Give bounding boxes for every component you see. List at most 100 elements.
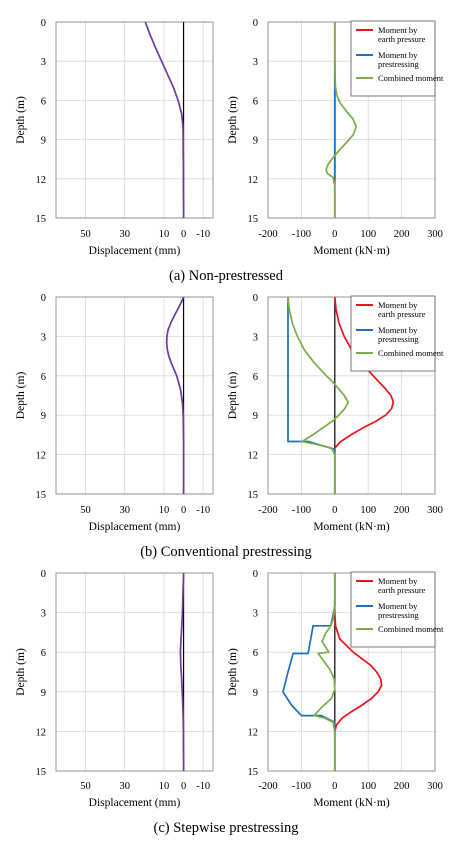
legend-label-prestress: Moment by prestressing: [378, 50, 419, 69]
series-line-earth: [333, 573, 383, 771]
legend-label-prestress: Moment by prestressing: [378, 601, 419, 620]
y-tick-label: 6: [41, 648, 46, 659]
y-tick-label: 0: [41, 18, 46, 29]
y-axis-label: Depth (m): [227, 96, 239, 144]
plot-frame: [55, 21, 214, 219]
x-tick-label: -100: [292, 505, 311, 516]
x-tick-label: 30: [119, 781, 130, 792]
legend-label-earth: Moment by earth pressure: [378, 576, 426, 595]
y-axis-label: Depth (m): [227, 372, 239, 420]
legend-box: [350, 20, 436, 97]
y-tick-label: 3: [253, 609, 258, 620]
legend-label-earth: Moment by earth pressure: [378, 300, 426, 319]
series-line-prestress: [282, 573, 336, 771]
y-axis-label: Depth (m): [15, 648, 27, 696]
legend-label-combined: Combined moment: [378, 348, 444, 358]
x-tick-label: -10: [196, 781, 210, 792]
y-tick-label: 15: [248, 767, 259, 778]
x-tick-label: 50: [80, 781, 91, 792]
y-tick-label: 15: [248, 490, 259, 501]
x-tick-label: 30: [119, 229, 130, 240]
y-tick-label: 15: [248, 214, 259, 225]
y-axis-label: Depth (m): [15, 372, 27, 420]
x-tick-label: 300: [427, 781, 443, 792]
y-tick-label: 12: [36, 175, 47, 186]
x-tick-label: -100: [292, 229, 311, 240]
y-tick-label: 0: [253, 569, 258, 580]
x-tick-label: 0: [181, 505, 186, 516]
y-tick-label: 12: [36, 451, 47, 462]
x-tick-label: 10: [159, 505, 170, 516]
x-tick-label: 50: [80, 229, 91, 240]
y-tick-label: 6: [253, 648, 258, 659]
y-axis-label: Depth (m): [227, 648, 239, 696]
legend-box: [350, 571, 436, 648]
y-tick-label: 12: [248, 175, 259, 186]
displacement-line: [179, 572, 185, 771]
x-tick-label: 200: [394, 229, 410, 240]
x-tick-label: 200: [394, 505, 410, 516]
x-tick-label: 0: [181, 781, 186, 792]
y-tick-label: 3: [41, 332, 46, 343]
y-tick-label: 12: [248, 727, 259, 738]
x-axis-label: Displacement (mm): [89, 797, 181, 809]
x-tick-label: -200: [258, 781, 277, 792]
x-axis-label: Moment (kN·m): [313, 245, 390, 257]
y-tick-label: 0: [253, 18, 258, 29]
y-tick-label: 3: [253, 332, 258, 343]
y-tick-label: 15: [36, 214, 47, 225]
y-tick-label: 9: [253, 136, 258, 147]
x-tick-label: 300: [427, 505, 443, 516]
subfigure-caption: (c) Stepwise prestressing: [154, 820, 299, 836]
x-tick-label: 0: [181, 229, 186, 240]
x-tick-label: 50: [80, 505, 91, 516]
y-tick-label: 15: [36, 490, 47, 501]
y-tick-label: 9: [41, 411, 46, 422]
y-axis-label: Depth (m): [15, 96, 27, 144]
x-tick-label: 200: [394, 781, 410, 792]
x-axis-label: Displacement (mm): [89, 245, 181, 257]
y-tick-label: 9: [41, 136, 46, 147]
y-tick-label: 6: [253, 372, 258, 383]
y-tick-label: 15: [36, 767, 47, 778]
x-tick-label: -10: [196, 505, 210, 516]
series-line-combined: [287, 296, 350, 494]
x-tick-label: 300: [427, 229, 443, 240]
y-tick-label: 3: [253, 57, 258, 68]
x-tick-label: 100: [360, 505, 376, 516]
series-line-combined: [325, 22, 358, 218]
y-tick-label: 0: [41, 569, 46, 580]
legend-label-earth: Moment by earth pressure: [378, 25, 426, 44]
displacement-line: [165, 296, 185, 494]
plot-frame: [55, 296, 214, 495]
legend-label-prestress: Moment by prestressing: [378, 325, 419, 344]
x-axis-label: Displacement (mm): [89, 521, 181, 533]
subfigure-caption: (b) Conventional prestressing: [140, 544, 312, 560]
y-tick-label: 12: [248, 451, 259, 462]
y-tick-label: 3: [41, 609, 46, 620]
displacement-line: [144, 21, 185, 218]
series-line-combined: [313, 573, 336, 771]
x-tick-label: 100: [360, 229, 376, 240]
x-tick-label: -100: [292, 781, 311, 792]
legend-label-combined: Combined moment: [378, 73, 444, 83]
y-tick-label: 6: [41, 372, 46, 383]
x-tick-label: 100: [360, 781, 376, 792]
y-tick-label: 6: [253, 96, 258, 107]
plot-frame: [55, 572, 214, 772]
x-tick-label: 30: [119, 505, 130, 516]
series-line-prestress: [287, 297, 336, 494]
y-tick-label: 3: [41, 57, 46, 68]
x-tick-label: 0: [332, 781, 337, 792]
y-tick-label: 0: [41, 293, 46, 304]
x-tick-label: -10: [196, 229, 210, 240]
x-tick-label: -200: [258, 505, 277, 516]
y-tick-label: 6: [41, 96, 46, 107]
x-tick-label: 10: [159, 781, 170, 792]
x-tick-label: 0: [332, 229, 337, 240]
x-axis-label: Moment (kN·m): [313, 797, 390, 809]
legend-label-combined: Combined moment: [378, 624, 444, 634]
